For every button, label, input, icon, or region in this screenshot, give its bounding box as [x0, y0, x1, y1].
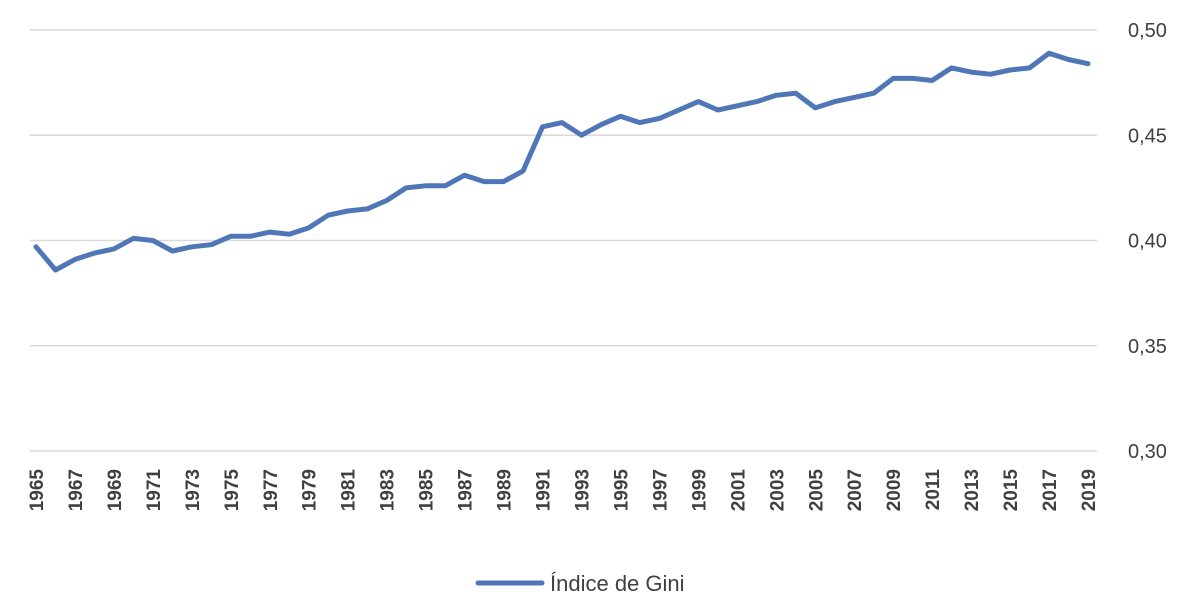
y-tick-label: 0,45	[1128, 125, 1167, 147]
x-tick-label: 2011	[923, 469, 944, 511]
x-tick-label: 1991	[534, 469, 555, 512]
x-tick-label: 2007	[845, 469, 866, 511]
x-tick-label: 1997	[650, 469, 671, 511]
x-tick-label: 1967	[66, 469, 87, 511]
x-tick-label: 1969	[105, 469, 126, 511]
y-tick-label: 0,30	[1128, 441, 1167, 463]
x-tick-label: 1999	[689, 469, 710, 511]
y-tick-label: 0,50	[1128, 20, 1167, 42]
x-tick-label: 2017	[1040, 469, 1061, 511]
x-tick-label: 1973	[183, 469, 204, 511]
series-lines	[33, 50, 1091, 273]
x-tick-label: 2015	[1001, 469, 1022, 512]
legend-label: Índice de Gini	[550, 571, 685, 596]
x-axis-tick-labels: 1965 1967 1969 1971 1973 1975 1977 1979 1981 1983…	[27, 469, 1100, 512]
gridlines	[30, 29, 1097, 452]
legend: Índice de Gini	[475, 571, 685, 596]
x-tick-label: 1985	[417, 469, 438, 512]
x-tick-label: 2019	[1079, 469, 1100, 511]
x-tick-label: 2009	[884, 469, 905, 511]
x-tick-label: 1995	[611, 469, 632, 512]
y-tick-label: 0,35	[1128, 336, 1167, 358]
series-line-gini	[33, 50, 1091, 273]
x-tick-label: 1993	[572, 469, 593, 511]
x-tick-label: 1965	[27, 469, 48, 512]
x-tick-label: 1989	[495, 469, 516, 511]
x-tick-label: 1987	[456, 469, 477, 511]
x-tick-label: 1975	[222, 469, 243, 512]
y-tick-label: 0,40	[1128, 231, 1167, 253]
x-tick-label: 1983	[378, 469, 399, 511]
x-tick-label: 2005	[806, 469, 827, 512]
x-tick-label: 1977	[261, 469, 282, 511]
x-tick-label: 1979	[300, 469, 321, 511]
x-tick-label: 2013	[962, 469, 983, 511]
x-tick-label: 2001	[728, 469, 749, 512]
x-tick-label: 2003	[767, 469, 788, 511]
x-tick-label: 1981	[339, 469, 360, 512]
y-axis-tick-labels: 0,30 0,35 0,40 0,45 0,50	[1128, 20, 1167, 463]
x-tick-label: 1971	[144, 469, 165, 512]
